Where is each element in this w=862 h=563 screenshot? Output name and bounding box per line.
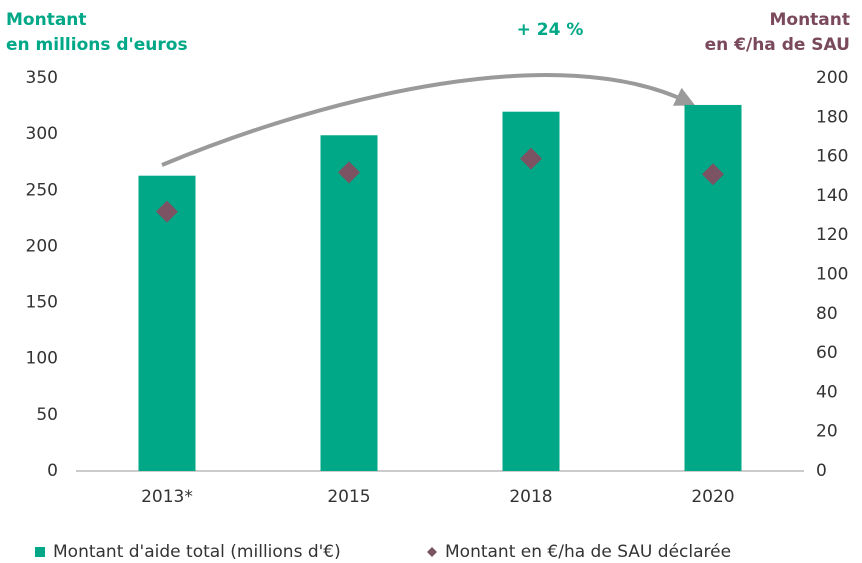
y2-axis-title: Montant xyxy=(769,10,850,30)
y-tick-label: 200 xyxy=(26,236,58,256)
x-tick-label: 2015 xyxy=(327,487,370,507)
annotation: + 24 % xyxy=(517,20,584,40)
y-tick-label: 100 xyxy=(26,349,58,369)
y2-tick-label: 80 xyxy=(816,304,838,324)
growth-arrow xyxy=(161,73,696,167)
legend-swatch xyxy=(427,547,437,557)
y2-tick-label: 20 xyxy=(816,422,838,442)
y2-tick-label: 180 xyxy=(816,107,848,127)
y-axis-title: en millions d'euros xyxy=(6,35,188,55)
y2-axis-title: en €/ha de SAU xyxy=(705,35,850,55)
y2-tick-label: 100 xyxy=(816,265,848,285)
bar xyxy=(138,175,196,471)
y-tick-label: 50 xyxy=(36,405,58,425)
y2-tick-label: 160 xyxy=(816,147,848,167)
y2-tick-label: 200 xyxy=(816,68,848,88)
diamond-marker xyxy=(156,200,178,223)
y2-tick-label: 120 xyxy=(816,225,848,245)
y-tick-label: 300 xyxy=(26,124,58,144)
diamond-marker xyxy=(520,147,542,170)
bar xyxy=(320,135,378,471)
legend-label: Montant en €/ha de SAU déclarée xyxy=(445,542,731,562)
x-tick-label: 2013* xyxy=(141,487,193,507)
y-tick-label: 0 xyxy=(47,461,58,481)
legend-label: Montant d'aide total (millions d'€) xyxy=(53,542,341,562)
y2-tick-label: 60 xyxy=(816,343,838,363)
y-tick-label: 250 xyxy=(26,180,58,200)
y-axis-title: Montant xyxy=(6,10,87,30)
legend-swatch xyxy=(35,547,45,557)
x-tick-label: 2020 xyxy=(691,487,734,507)
y-tick-label: 150 xyxy=(26,293,58,313)
y-tick-label: 350 xyxy=(26,68,58,88)
y2-tick-label: 140 xyxy=(816,186,848,206)
bar xyxy=(684,104,742,471)
bar xyxy=(502,111,560,471)
y2-tick-label: 40 xyxy=(816,382,838,402)
x-tick-label: 2018 xyxy=(509,487,552,507)
y2-tick-label: 0 xyxy=(816,461,827,481)
diamond-marker xyxy=(338,161,360,184)
diamond-marker xyxy=(702,163,724,186)
